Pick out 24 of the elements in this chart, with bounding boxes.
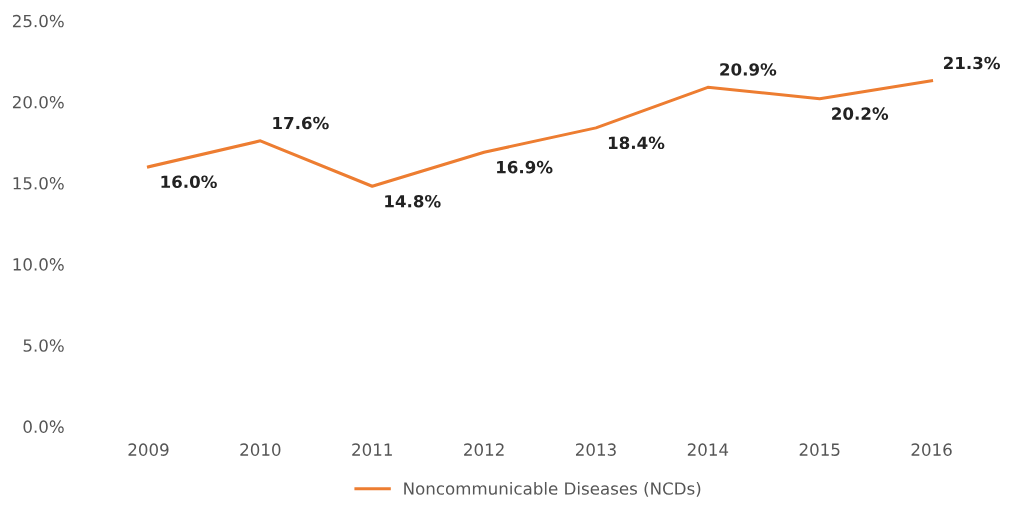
x-tick-label: 2011 (352, 443, 392, 456)
data-label: 16.9% (497, 160, 553, 174)
y-tick-label: 0.0% (23, 420, 64, 433)
y-tick-label: 10.0% (13, 258, 64, 271)
x-tick-label: 2012 (464, 443, 504, 456)
y-tick-label: 15.0% (13, 177, 64, 190)
data-label: 20.9% (720, 63, 777, 76)
y-tick-label: 5.0% (23, 339, 64, 352)
y-tick-label: 25.0% (12, 14, 64, 28)
y-tick-label: 20.0% (12, 95, 64, 109)
line-series (146, 79, 934, 188)
x-tick-label: 2009 (128, 443, 169, 456)
x-tick-label: 2013 (575, 443, 616, 456)
data-label: 16.0% (161, 175, 217, 189)
data-label: 17.6% (273, 116, 329, 130)
data-label: 14.8% (385, 194, 441, 208)
data-label: 20.2% (832, 107, 889, 120)
x-tick-label: 2014 (687, 443, 729, 456)
legend-label: Noncommunicable Diseases (NCDs) (404, 481, 701, 497)
x-tick-label: 2010 (240, 443, 281, 456)
data-label: 21.3% (944, 56, 1000, 70)
data-label: 18.4% (608, 136, 665, 150)
x-tick-label: 2015 (799, 443, 840, 456)
x-tick-label: 2016 (911, 443, 952, 456)
